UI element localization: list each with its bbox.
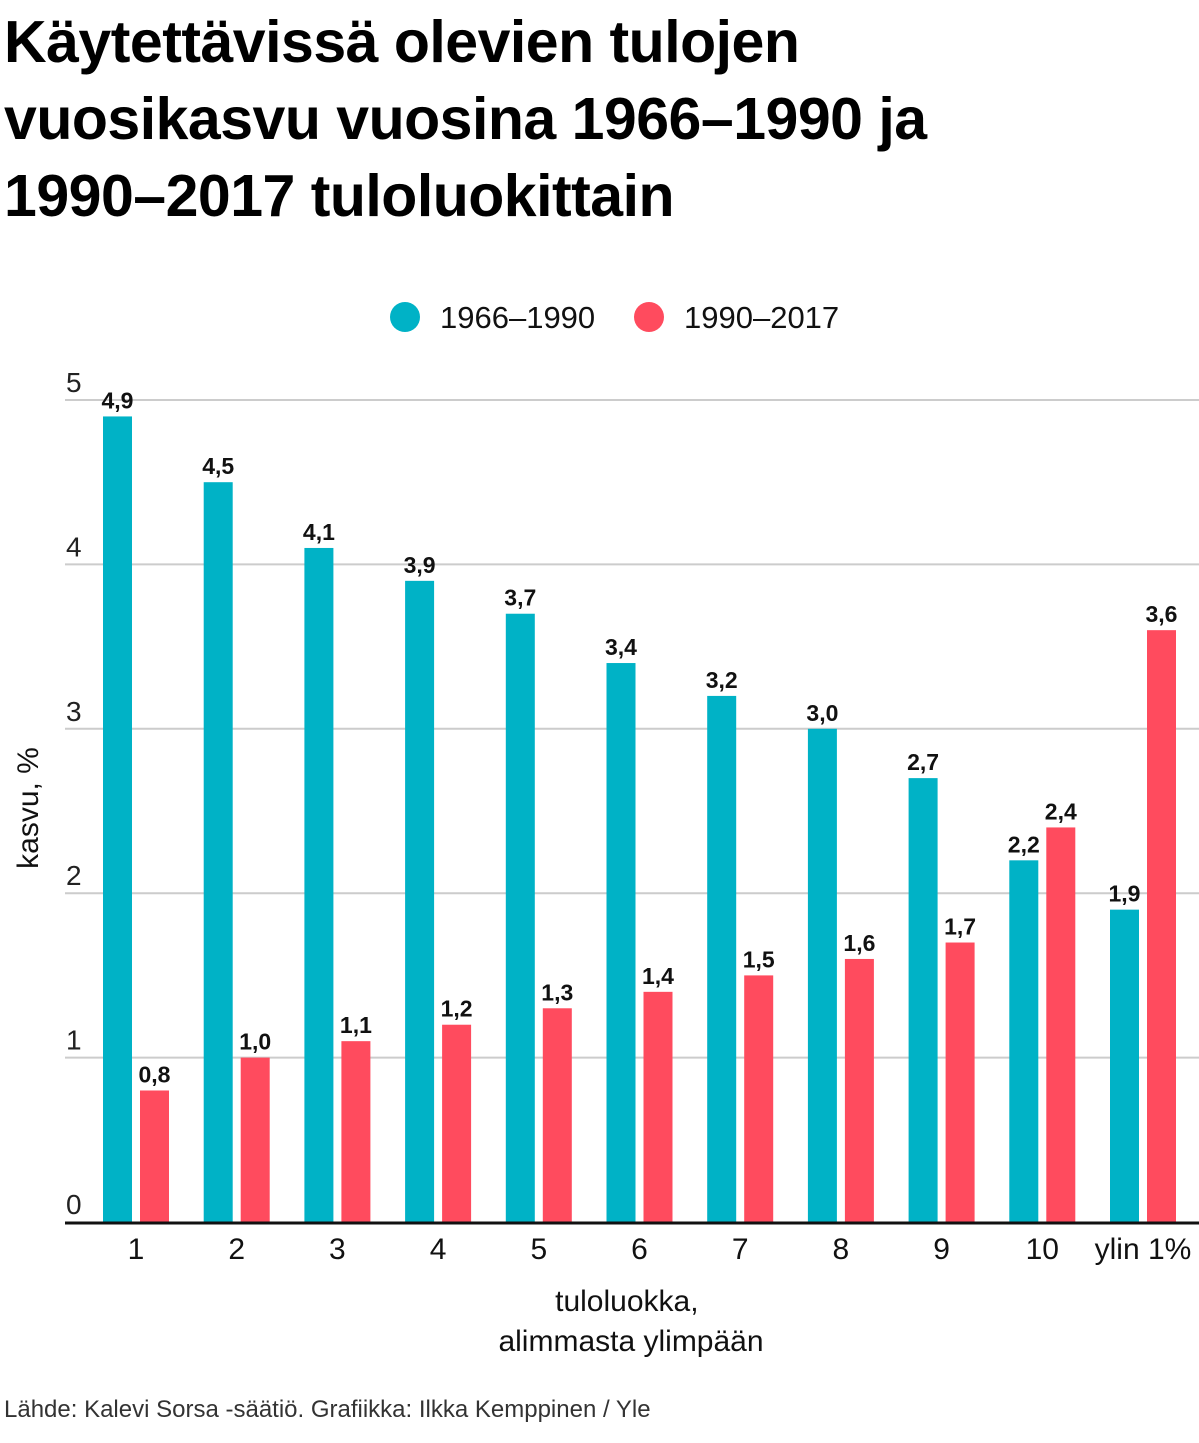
bar-series1 <box>1009 860 1039 1222</box>
bar-series1 <box>707 695 737 1222</box>
data-label: 0,8 <box>139 1061 171 1087</box>
bar-series2 <box>1046 827 1076 1222</box>
x-tick-label: 9 <box>933 1233 950 1266</box>
data-label: 1,1 <box>340 1012 372 1038</box>
x-tick-label: 5 <box>530 1233 547 1266</box>
y-axis-title: kasvu, % <box>12 747 45 869</box>
legend-label: 1966–1990 <box>440 300 595 335</box>
x-axis-ticks: 1 2 3 4 5 6 7 8 9 10 ylin 1% <box>128 1233 1192 1266</box>
data-labels: 4,9 0,8 4,5 1,0 4,1 1,1 3,9 1,2 3,7 1,3 3,4 1,4 3,2 1… <box>102 387 1178 1087</box>
x-axis-title-line-2: alimmasta ylimpään <box>498 1325 763 1358</box>
bar-series2 <box>744 975 774 1222</box>
x-tick-label: 10 <box>1026 1233 1059 1266</box>
data-label: 1,0 <box>239 1029 271 1055</box>
bar-series2 <box>442 1024 472 1222</box>
data-label: 1,9 <box>1109 881 1141 907</box>
data-label: 2,2 <box>1008 831 1040 857</box>
x-tick-label: 1 <box>128 1233 145 1266</box>
x-tick-label: ylin 1% <box>1095 1233 1192 1266</box>
y-tick-label: 4 <box>66 531 82 562</box>
legend: 1966–1990 1990–2017 <box>390 300 839 335</box>
bar-series1 <box>908 778 938 1222</box>
data-label: 2,4 <box>1045 798 1077 824</box>
bar-series1 <box>505 613 535 1222</box>
data-label: 1,6 <box>843 930 875 956</box>
data-label: 3,0 <box>806 700 838 726</box>
data-label: 2,7 <box>907 749 939 775</box>
bar-series1 <box>103 416 132 1222</box>
bar-series1 <box>606 663 636 1222</box>
x-axis-title-line-1: tuloluokka, <box>555 1285 698 1318</box>
data-label: 3,6 <box>1146 601 1178 627</box>
y-tick-label: 5 <box>66 367 82 398</box>
bar-series1 <box>203 482 233 1222</box>
bar-series1 <box>1110 909 1139 1222</box>
bar-series1 <box>807 728 837 1222</box>
bar-series1 <box>304 547 334 1222</box>
source-credit: Lähde: Kalevi Sorsa -säätiö. Grafiikka: … <box>4 1396 651 1423</box>
x-tick-label: 3 <box>329 1233 346 1266</box>
x-axis-title: tuloluokka, alimmasta ylimpään <box>498 1285 763 1358</box>
legend-swatch <box>390 302 420 332</box>
y-tick-label: 0 <box>66 1189 82 1220</box>
x-tick-label: 7 <box>732 1233 749 1266</box>
bar-series2 <box>341 1041 371 1222</box>
data-label: 3,9 <box>404 552 436 578</box>
bars <box>103 416 1176 1222</box>
y-tick-label: 1 <box>66 1025 82 1056</box>
legend-label: 1990–2017 <box>684 300 839 335</box>
bar-series2 <box>1147 630 1176 1222</box>
bar-series2 <box>643 991 673 1222</box>
legend-swatch <box>634 302 664 332</box>
y-tick-label: 3 <box>66 696 82 727</box>
data-label: 1,7 <box>944 914 976 940</box>
y-axis-ticks: 0 1 2 3 4 5 <box>66 367 82 1220</box>
data-label: 1,2 <box>441 996 473 1022</box>
data-label: 3,2 <box>706 667 738 693</box>
x-tick-label: 4 <box>430 1233 447 1266</box>
bar-series2 <box>140 1090 169 1222</box>
bar-series2 <box>945 942 975 1222</box>
x-tick-label: 8 <box>833 1233 850 1266</box>
data-label: 4,1 <box>303 519 335 545</box>
data-label: 4,9 <box>102 387 134 413</box>
data-label: 3,4 <box>605 634 637 660</box>
x-tick-label: 6 <box>631 1233 648 1266</box>
bar-series2 <box>240 1057 270 1222</box>
chart-title: Käytettävissä olevien tulojen vuosikasvu… <box>4 9 927 229</box>
bar-series2 <box>542 1008 572 1222</box>
bar-series2 <box>844 958 874 1222</box>
y-tick-label: 2 <box>66 860 82 891</box>
data-label: 1,4 <box>642 963 674 989</box>
x-tick-label: 2 <box>228 1233 245 1266</box>
data-label: 1,5 <box>743 946 775 972</box>
data-label: 3,7 <box>504 585 536 611</box>
data-label: 4,5 <box>202 453 234 479</box>
bar-series1 <box>405 580 435 1222</box>
data-label: 1,3 <box>541 979 573 1005</box>
